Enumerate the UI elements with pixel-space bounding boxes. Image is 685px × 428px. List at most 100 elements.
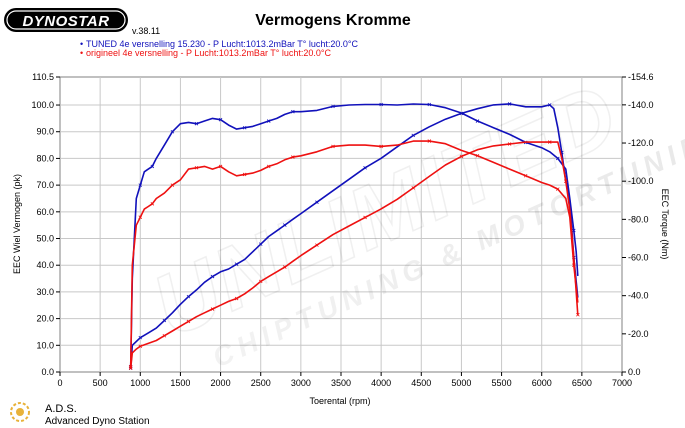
series-point-original-torque	[162, 333, 167, 338]
y2-tick-label: -40.0	[628, 291, 649, 301]
y2-tick-label: -100.0	[628, 176, 654, 186]
y-tick-label: 70.0	[36, 180, 54, 190]
axes-layer: 0 500 1000 1500 2000 2500 3000 3500 4000 4500 5000…	[31, 72, 653, 388]
series-point-original-torque	[210, 307, 215, 311]
series-point-original-torque	[315, 243, 319, 247]
y2-tick-label: 0.0	[628, 367, 641, 377]
dynostar-logo: DYNOSTAR	[4, 8, 128, 32]
x-tick-label: 6500	[572, 378, 592, 388]
series-line-original-power	[129, 140, 579, 367]
series-point-tuned-power	[475, 119, 480, 123]
series-point-original-power	[379, 144, 383, 149]
x-tick-label: 1500	[170, 378, 190, 388]
series-point-original-power	[427, 139, 432, 143]
chart-title: Vermogens Kromme	[255, 12, 411, 29]
series-point-tuned-torque	[315, 200, 319, 204]
y2-axis-title: EEC Torque (Nm)	[660, 189, 670, 260]
x-tick-label: 1000	[130, 378, 150, 388]
x-tick-label: 500	[93, 378, 108, 388]
y-tick-label: 60.0	[36, 207, 54, 217]
legend-marker-original: •	[80, 48, 83, 58]
series-point-original-power	[555, 187, 560, 191]
series-point-tuned-torque	[547, 103, 552, 107]
series-point-tuned-torque	[507, 102, 512, 106]
x-axis-title: Toerental (rpm)	[309, 396, 370, 406]
x-tick-label: 0	[57, 378, 62, 388]
x-tick-label: 6000	[532, 378, 552, 388]
series-line-tuned-torque	[129, 103, 579, 369]
series-point-tuned-power	[150, 164, 155, 169]
y2-tick-label: -154.6	[628, 72, 654, 82]
x-tick-label: 2500	[251, 378, 271, 388]
series-point-original-torque	[564, 179, 568, 183]
series-point-original-power	[242, 172, 247, 177]
series-point-original-torque	[411, 186, 416, 190]
series-point-tuned-torque	[258, 242, 263, 246]
footer-name: Advanced Dyno Station	[45, 416, 150, 427]
logo-text: DYNOSTAR	[22, 13, 109, 30]
series-point-original-power	[194, 165, 199, 170]
series-point-original-power	[572, 263, 576, 267]
series-point-tuned-power	[242, 125, 247, 130]
y-tick-label: 30.0	[36, 287, 54, 297]
y2-tick-label: -140.0	[628, 100, 654, 110]
series-point-tuned-power	[218, 117, 223, 122]
y-tick-label: 20.0	[36, 314, 54, 324]
y-tick-label: 40.0	[36, 260, 54, 270]
series-point-tuned-power	[555, 156, 560, 161]
x-tick-label: 3000	[291, 378, 311, 388]
series-point-original-torque	[128, 366, 133, 370]
series-point-original-power	[138, 215, 143, 219]
series-point-tuned-power	[427, 102, 432, 107]
y-axis-title: EEC Wiel Vermogen (pk)	[12, 174, 22, 274]
series-point-tuned-power	[194, 121, 199, 126]
x-tick-label: 4000	[371, 378, 391, 388]
y-tick-label: 90.0	[36, 127, 54, 137]
x-tick-label: 2000	[211, 378, 231, 388]
y-tick-label: 10.0	[36, 340, 54, 350]
series-point-tuned-power	[572, 228, 576, 233]
x-tick-label: 4500	[411, 378, 431, 388]
series-point-original-power	[331, 144, 335, 149]
y-tick-label: 100.0	[31, 100, 54, 110]
legend-marker-tuned: •	[80, 39, 83, 49]
series-point-tuned-torque	[283, 223, 287, 227]
series-point-tuned-torque	[162, 318, 167, 323]
y2-tick-label: -20.0	[628, 329, 649, 339]
series-point-original-power	[475, 153, 480, 158]
series-point-tuned-torque	[138, 335, 143, 340]
series-point-original-torque	[507, 142, 512, 146]
series-point-original-torque	[363, 215, 367, 220]
y-tick-label: 0.0	[41, 367, 54, 377]
legend-entry-tuned: TUNED 4e versnelling 15.230 - P Lucht:10…	[86, 39, 359, 49]
series-line-tuned-power	[129, 103, 579, 367]
series-point-original-torque	[234, 296, 239, 301]
series-layer	[128, 102, 580, 370]
series-point-original-power	[266, 164, 271, 169]
x-tick-label: 7000	[612, 378, 632, 388]
y2-tick-label: -80.0	[628, 214, 649, 224]
series-point-original-torque	[459, 154, 464, 159]
series-point-original-power	[523, 173, 528, 178]
series-point-tuned-torque	[210, 274, 215, 279]
series-point-original-power	[150, 202, 155, 206]
ads-logo	[10, 402, 30, 422]
series-point-tuned-power	[266, 119, 271, 123]
y2-tick-label: -120.0	[628, 138, 654, 148]
series-point-tuned-torque	[234, 262, 239, 266]
legend-entry-original: origineel 4e versnelling - P Lucht:1013.…	[86, 48, 332, 58]
series-point-original-torque	[258, 279, 263, 284]
series-point-tuned-torque	[363, 166, 367, 170]
series-point-tuned-torque	[459, 111, 464, 116]
x-tick-label: 3500	[331, 378, 351, 388]
footer-abbrev: A.D.S.	[45, 403, 77, 415]
version-text: v.38.11	[132, 26, 160, 36]
y-tick-label: 110.5	[32, 72, 54, 82]
series-point-tuned-torque	[411, 133, 416, 138]
series-point-tuned-power	[138, 183, 143, 187]
series-point-tuned-power	[331, 104, 335, 109]
y-tick-label: 80.0	[36, 153, 54, 163]
series-point-original-power	[218, 164, 223, 169]
